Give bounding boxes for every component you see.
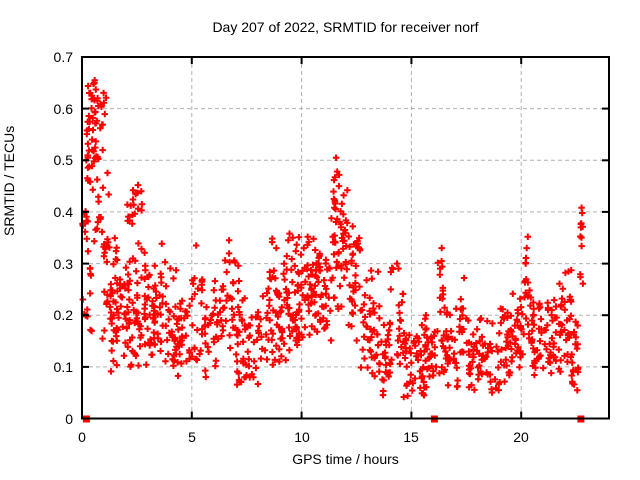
- y-tick-label: 0.4: [53, 204, 73, 220]
- x-tick-label: 5: [188, 429, 196, 445]
- x-tick-label: 10: [294, 429, 310, 445]
- x-axis-label: GPS time / hours: [292, 451, 399, 467]
- x-tick-label: 20: [513, 429, 529, 445]
- plot-border: [81, 56, 610, 420]
- y-tick-label: 0.3: [53, 256, 73, 272]
- y-tick-label: 0.2: [53, 307, 73, 323]
- y-tick-label: 0.6: [53, 101, 73, 117]
- y-tick-label: 0.5: [53, 152, 73, 168]
- chart-title: Day 207 of 2022, SRMTID for receiver nor…: [212, 19, 479, 35]
- x-tick-label: 0: [78, 429, 86, 445]
- scatter-points: [79, 77, 587, 401]
- y-tick-label: 0.1: [53, 359, 73, 375]
- y-tick-label: 0: [65, 411, 73, 427]
- x-tick-label: 15: [403, 429, 419, 445]
- y-tick-label: 0.7: [53, 49, 73, 65]
